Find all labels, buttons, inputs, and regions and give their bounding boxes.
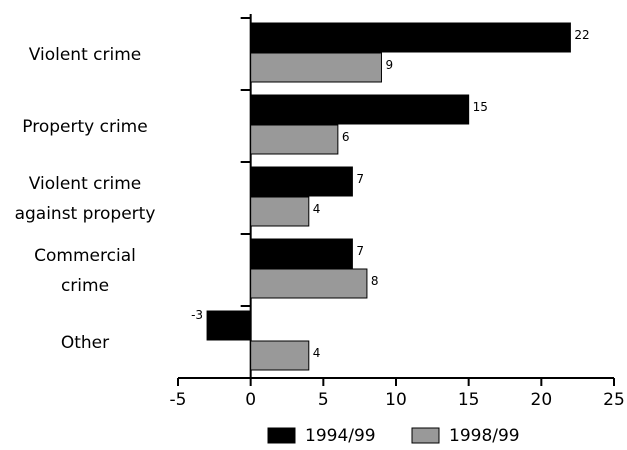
legend-label: 1994/99 [305,426,376,446]
data-label: 9 [385,58,393,72]
x-tick-label: -5 [170,390,187,410]
data-label: 4 [313,202,321,216]
category-label: Commercial crime [34,246,136,296]
data-label: 15 [473,100,488,114]
bar-1998-99 [250,268,368,299]
data-label: 22 [574,28,589,42]
x-tick-label: 5 [318,390,329,410]
category-label-line: Commercial [34,246,136,266]
category-label: Property crime [22,117,147,137]
data-label: 8 [371,274,379,288]
data-label: -3 [191,308,203,322]
bar-1994-99 [250,22,571,53]
category-label-line: Other [61,333,109,353]
x-tick-label: 20 [531,390,553,410]
x-tick-label: 25 [603,390,625,410]
data-label: 6 [342,130,350,144]
category-label-line: crime [61,276,109,296]
bar-1994-99 [250,166,353,197]
bar-1994-99 [206,310,252,341]
bar-1998-99 [250,52,382,83]
category-label-line: Violent crime [29,45,141,65]
legend-swatch [267,427,296,444]
x-tick-label: 15 [458,390,480,410]
data-label: 4 [313,346,321,360]
bar-1998-99 [250,196,310,227]
category-label: Violent crime [29,45,141,65]
bar-1994-99 [250,238,353,269]
data-label: 7 [356,244,364,258]
category-label: Other [61,333,109,353]
legend-swatch [411,427,440,444]
x-tick-label: 10 [385,390,407,410]
category-label-line: against property [15,204,156,224]
category-label-line: Violent crime [29,174,141,194]
category-label: Violent crime against property [15,174,156,224]
bar-1998-99 [250,124,339,155]
data-label: 7 [356,172,364,186]
category-label-line: Property crime [22,117,147,137]
bar-1994-99 [250,94,470,125]
legend-label: 1998/99 [449,426,520,446]
x-tick-label: 0 [245,390,256,410]
bar-1998-99 [250,340,310,371]
